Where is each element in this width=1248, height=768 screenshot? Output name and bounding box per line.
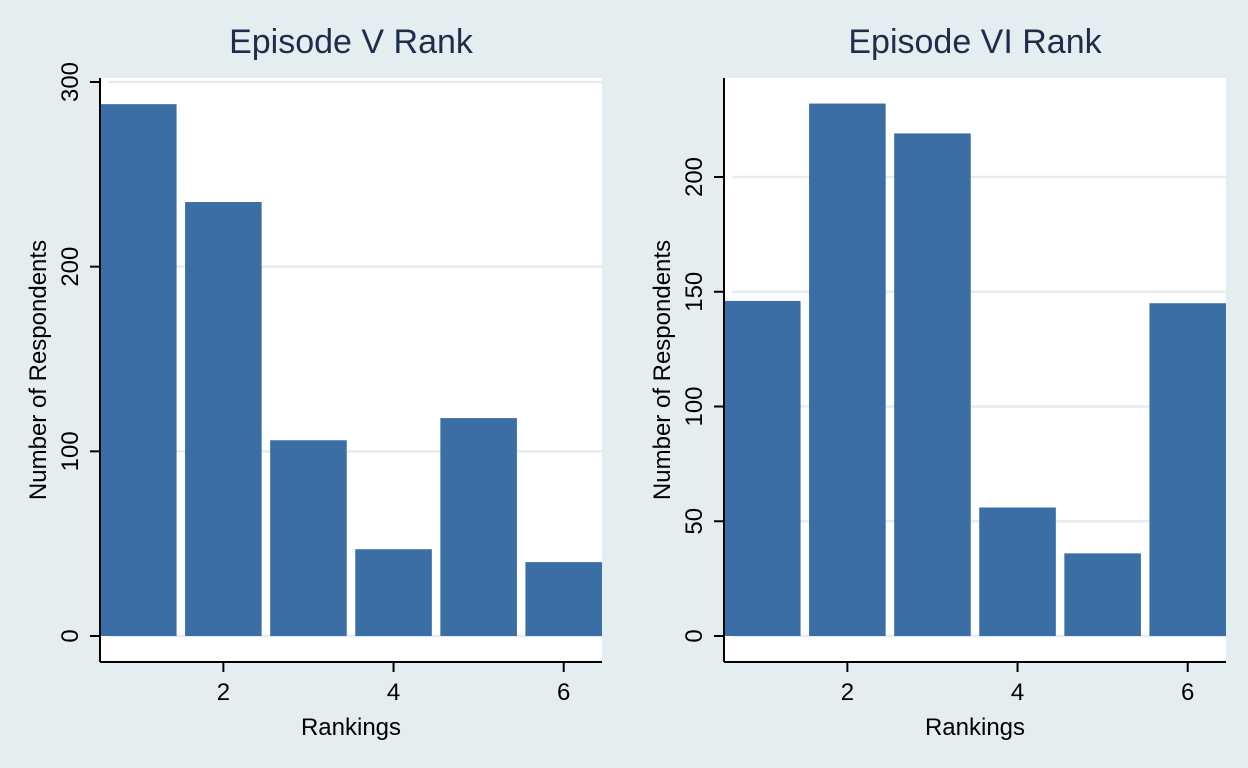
bar [440, 418, 517, 636]
y-tick-label: 0 [681, 629, 708, 642]
bar [809, 103, 886, 636]
x-tick-label: 2 [217, 679, 230, 706]
chart-panel-episode-v: 0 100 200 300 2 4 6 Episode V Rank Rankings Nu… [25, 23, 602, 741]
x-tick-label: 4 [1011, 679, 1024, 706]
y-tick-label: 300 [57, 62, 84, 102]
axes: 0 50 100 150 200 2 4 6 [681, 78, 1226, 706]
chart-panel-episode-vi: 0 50 100 150 200 2 4 6 Episode VI Rank Rankings… [649, 23, 1226, 741]
bar [724, 300, 801, 636]
y-tick-label: 0 [57, 629, 84, 642]
x-tick-label: 4 [387, 679, 400, 706]
x-tick-label: 6 [557, 679, 570, 706]
y-tick-label: 50 [681, 508, 708, 535]
plot-area [724, 78, 1226, 662]
bar [525, 562, 602, 636]
x-axis-label: Rankings [301, 714, 401, 741]
y-tick-label: 150 [681, 272, 708, 312]
x-tick-label: 6 [1181, 679, 1194, 706]
bar [1149, 303, 1226, 636]
chart-title: Episode V Rank [229, 23, 474, 61]
bar [894, 133, 971, 636]
bars [100, 104, 602, 637]
bar [270, 440, 347, 636]
bars [724, 103, 1226, 636]
bar [355, 549, 432, 636]
x-axis-label: Rankings [925, 714, 1025, 741]
x-tick-label: 2 [841, 679, 854, 706]
y-axis-label: Number of Respondents [25, 240, 52, 500]
bar [185, 202, 262, 637]
axes: 0 100 200 300 2 4 6 [57, 62, 602, 706]
bar [1064, 553, 1141, 636]
plot-area [100, 78, 602, 662]
y-tick-label: 200 [57, 247, 84, 287]
bar [100, 104, 177, 636]
y-tick-label: 100 [681, 386, 708, 426]
chart-title: Episode VI Rank [848, 23, 1102, 61]
y-axis-label: Number of Respondents [649, 240, 676, 500]
y-tick-label: 200 [681, 157, 708, 197]
bar [979, 507, 1056, 636]
y-tick-label: 100 [57, 431, 84, 471]
